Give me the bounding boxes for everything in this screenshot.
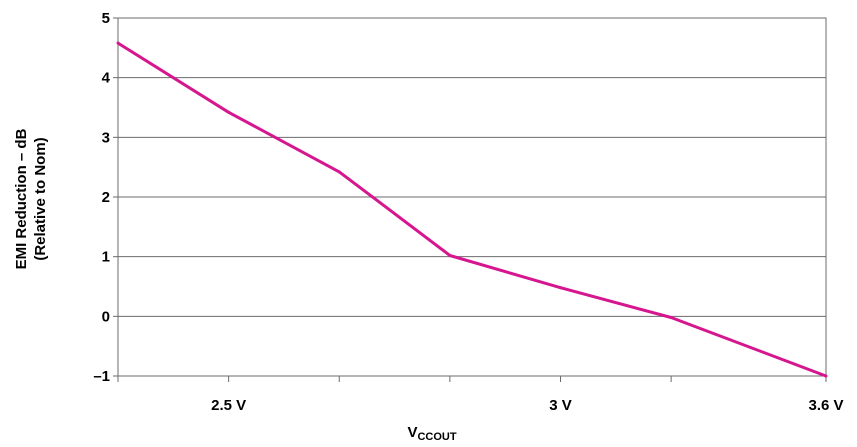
- x-axis-title: VCCOUT: [407, 424, 456, 442]
- series-layer: [116, 41, 828, 378]
- data-point: [559, 286, 562, 290]
- axis-ticks: [113, 17, 827, 382]
- x-tick-label: 2.5 V: [211, 397, 246, 414]
- y-tick-labels: 5 4 3 2 1 0 –1: [93, 10, 110, 385]
- y-tick-label: 5: [102, 10, 110, 27]
- data-point: [448, 253, 452, 257]
- data-point: [116, 41, 120, 45]
- x-tick-labels: 2.5 V 3 V 3.6 V: [211, 397, 843, 414]
- y-axis-title-line1: EMI Reduction – dB: [13, 128, 30, 269]
- y-tick-label: 0: [102, 308, 110, 325]
- data-point: [824, 374, 828, 378]
- x-tick-label: 3 V: [549, 397, 572, 414]
- y-tick-label: 1: [102, 249, 110, 266]
- x-axis-title-subscript: CCOUT: [417, 431, 456, 442]
- y-tick-label: –1: [93, 368, 110, 385]
- data-point: [337, 170, 341, 174]
- x-tick-label: 3.6 V: [808, 397, 843, 414]
- y-axis-title-line2: (Relative to Nom): [32, 137, 49, 260]
- data-point: [669, 316, 673, 320]
- grid-lines: [118, 77, 826, 317]
- y-tick-label: 2: [102, 189, 110, 206]
- y-tick-label: 3: [102, 129, 110, 146]
- data-point: [227, 110, 231, 114]
- x-axis-title-main: V: [407, 424, 417, 441]
- series-line: [117, 41, 827, 378]
- y-tick-label: 4: [102, 70, 111, 87]
